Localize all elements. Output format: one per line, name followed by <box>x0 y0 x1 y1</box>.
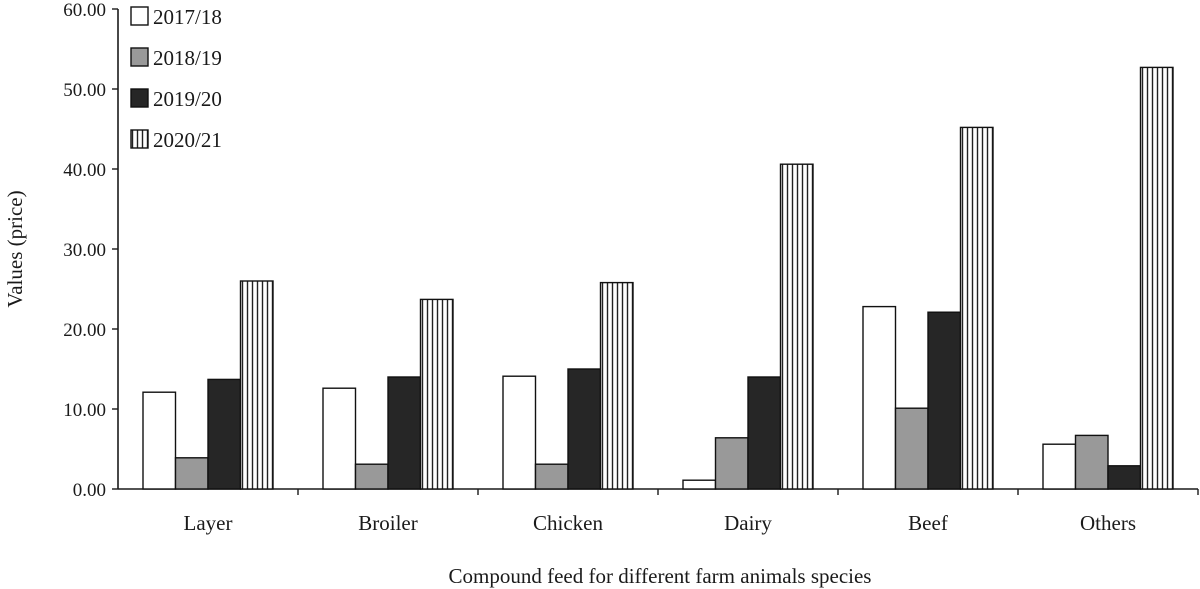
bar-2020-21-beef <box>959 126 994 490</box>
bar-2018-19-others <box>1074 434 1109 490</box>
bar-2020-21-broiler <box>419 298 454 490</box>
x-tick-label: Chicken <box>533 511 603 535</box>
y-tick-label: 30.00 <box>63 240 106 261</box>
bar-2020-21-chicken <box>599 281 634 490</box>
bar-2019-20-broiler <box>387 376 422 490</box>
bar-2017-18-broiler <box>322 387 357 490</box>
bar-2017-18-chicken <box>502 375 537 490</box>
y-axis-title: Values (price) <box>3 190 27 307</box>
x-axis-title: Compound feed for different farm animals… <box>449 564 872 588</box>
bar-2020-21-dairy <box>779 163 814 490</box>
legend-label: 2019/20 <box>153 87 222 111</box>
legend-swatch <box>130 47 149 67</box>
y-tick-label: 0.00 <box>73 480 106 501</box>
bar-2020-21-others <box>1139 66 1174 490</box>
chart-legend: 2017/18 2018/19 2019/20 2020/21 <box>130 5 222 152</box>
bar-2019-20-beef <box>927 311 962 490</box>
x-tick-label: Beef <box>908 511 948 535</box>
bar-2018-19-broiler <box>354 463 389 490</box>
bar-2020-21-layer <box>239 280 274 490</box>
bar-2019-20-dairy <box>747 376 782 490</box>
legend-label: 2020/21 <box>153 128 222 152</box>
legend-swatch <box>130 6 149 26</box>
legend-label: 2018/19 <box>153 46 222 70</box>
y-tick-label: 20.00 <box>63 320 106 341</box>
bar-2019-20-others <box>1107 465 1142 490</box>
bar-2017-18-beef <box>862 305 897 490</box>
x-tick-label: Others <box>1080 511 1136 535</box>
x-tick-label: Dairy <box>724 511 772 535</box>
bar-2019-20-layer <box>207 378 242 490</box>
x-tick-label: Layer <box>184 511 233 535</box>
bar-2019-20-chicken <box>567 368 602 490</box>
y-tick-label: 50.00 <box>63 80 106 101</box>
legend-swatch <box>130 129 149 149</box>
bar-2018-19-dairy <box>714 437 749 490</box>
y-tick-label: 10.00 <box>63 400 106 421</box>
bar-2018-19-chicken <box>534 463 569 490</box>
y-tick-label: 60.00 <box>63 0 106 21</box>
bar-2018-19-layer <box>174 457 209 490</box>
bar-2017-18-dairy <box>682 479 717 490</box>
legend-label: 2017/18 <box>153 5 222 29</box>
x-tick-label: Broiler <box>358 511 417 535</box>
bar-2017-18-others <box>1042 443 1077 490</box>
chart-axes: 0.00 10.00 20.00 30.00 40.00 50.00 60.00 Layer B… <box>63 0 1199 535</box>
chart-bars <box>142 66 1174 490</box>
bar-2018-19-beef <box>894 407 929 490</box>
legend-swatch <box>130 88 149 108</box>
y-tick-label: 40.00 <box>63 160 106 181</box>
bar-2017-18-layer <box>142 391 177 490</box>
